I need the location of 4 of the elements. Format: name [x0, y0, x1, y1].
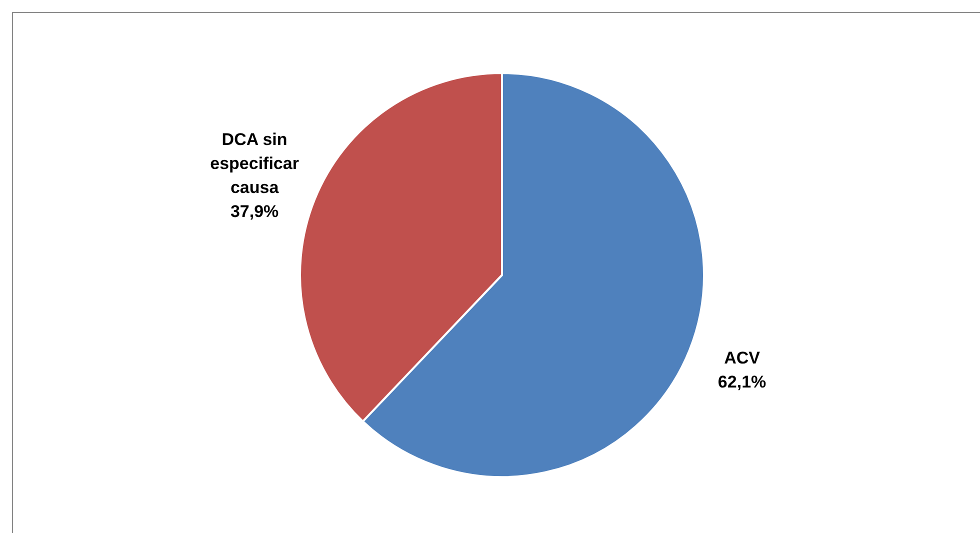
slice-label: ACV [724, 348, 761, 368]
slice-label: DCA sin especificar causa [210, 130, 300, 197]
data-label: 37,9% [230, 202, 279, 221]
data-label: 62,1% [718, 372, 766, 392]
